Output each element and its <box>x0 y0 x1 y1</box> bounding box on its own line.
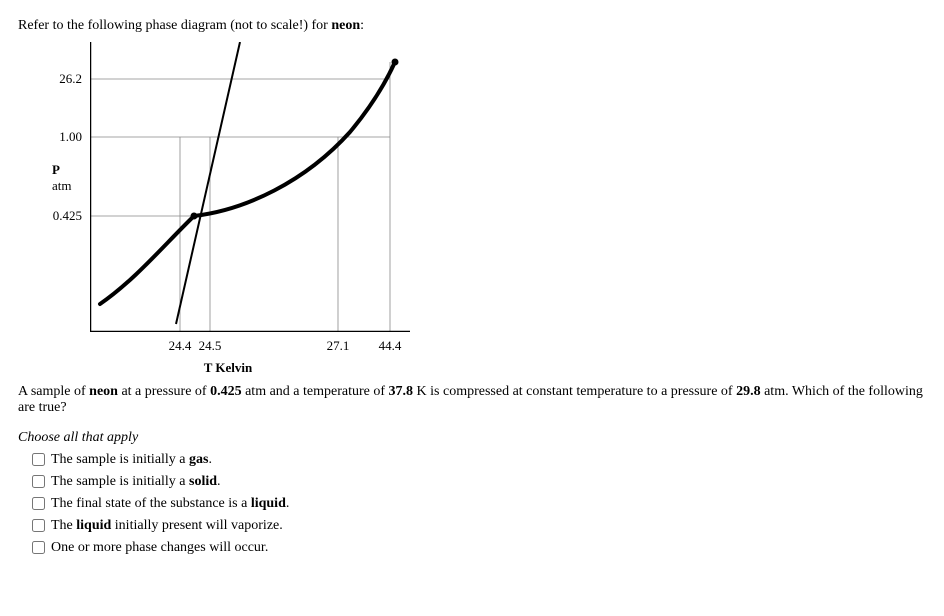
y-axis-title-p: P <box>52 162 60 177</box>
option-row[interactable]: One or more phase changes will occur. <box>28 538 926 557</box>
option-label: The sample is initially a gas. <box>51 452 212 468</box>
option-label: One or more phase changes will occur. <box>51 540 268 556</box>
y-axis-title-unit: atm <box>52 178 72 193</box>
option-checkbox[interactable] <box>32 497 45 510</box>
phase-diagram: P atm 26.2 1.00 0.425 24.4 24.5 27.1 44.4 T Ke… <box>46 42 926 376</box>
option-row[interactable]: The liquid initially present will vapori… <box>28 516 926 535</box>
option-row[interactable]: The final state of the substance is a li… <box>28 494 926 513</box>
option-checkbox[interactable] <box>32 475 45 488</box>
y-axis-title: P atm <box>52 162 72 193</box>
x-tick-label: 44.4 <box>379 338 402 354</box>
option-label: The final state of the substance is a li… <box>51 496 289 512</box>
option-row[interactable]: The sample is initially a solid. <box>28 472 926 491</box>
question-text: A sample of neon at a pressure of 0.425 … <box>18 384 926 416</box>
option-checkbox[interactable] <box>32 453 45 466</box>
y-tick-label: 1.00 <box>59 129 82 145</box>
y-tick-label: 0.425 <box>53 208 82 224</box>
x-tick-label: 24.5 <box>199 338 222 354</box>
intro-text: Refer to the following phase diagram (no… <box>18 18 926 34</box>
options-list: The sample is initially a gas. The sample… <box>18 450 926 557</box>
x-tick-label: 24.4 <box>169 338 192 354</box>
option-label: The liquid initially present will vapori… <box>51 518 283 534</box>
intro-post: : <box>360 18 364 33</box>
option-label: The sample is initially a solid. <box>51 474 221 490</box>
option-checkbox[interactable] <box>32 519 45 532</box>
option-checkbox[interactable] <box>32 541 45 554</box>
x-axis-title: T Kelvin <box>46 360 410 376</box>
y-tick-label: 26.2 <box>59 71 82 87</box>
intro-bold: neon <box>331 18 360 33</box>
option-row[interactable]: The sample is initially a gas. <box>28 450 926 469</box>
phase-diagram-svg <box>90 42 410 332</box>
x-tick-label: 27.1 <box>327 338 350 354</box>
choose-label: Choose all that apply <box>18 430 926 446</box>
intro-pre: Refer to the following phase diagram (no… <box>18 18 331 33</box>
